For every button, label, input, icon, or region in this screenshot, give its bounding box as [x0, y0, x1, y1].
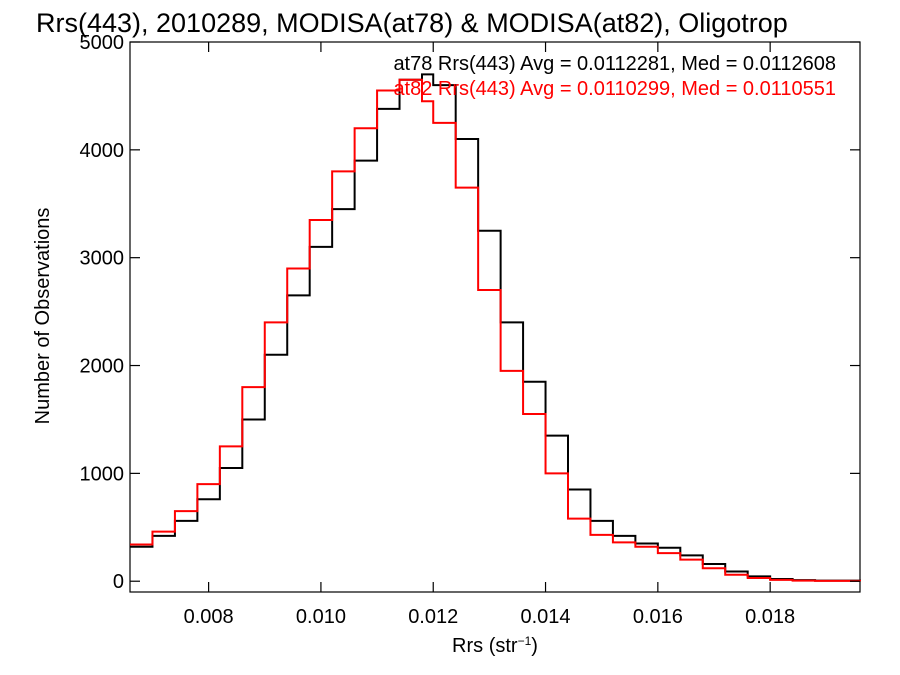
chart-title: Rrs(443), 2010289, MODISA(at78) & MODISA… [36, 8, 788, 38]
y-axis-label: Number of Observations [32, 208, 54, 425]
x-tick-label-1: 0.010 [296, 606, 346, 628]
x-tick-label-0: 0.008 [184, 606, 234, 628]
series-group [130, 73, 861, 582]
y-tick-label-1: 1000 [80, 463, 125, 485]
legend-entry-1: at82 Rrs(443) Avg = 0.0110299, Med = 0.0… [393, 78, 836, 100]
x-axis-label-suffix: ) [531, 635, 538, 657]
x-tick-label-2: 0.012 [408, 606, 458, 628]
x-axis-label-prefix: Rrs (str [452, 635, 518, 657]
y-tick-label-0: 0 [113, 571, 124, 593]
y-tick-label-4: 4000 [80, 140, 125, 162]
axes-group: 0.008 0.010 0.012 0.014 0.016 0.018 0 1000 2000 3… [80, 32, 860, 628]
x-tick-label-5: 0.018 [745, 606, 795, 628]
x-tick-label-3: 0.014 [521, 606, 571, 628]
plot-frame [129, 41, 861, 593]
legend-group: at78 Rrs(443) Avg = 0.0112281, Med = 0.0… [393, 53, 836, 100]
y-tick-label-5: 5000 [80, 32, 125, 54]
x-axis-label: Rrs (str−1) [452, 634, 538, 657]
y-tick-label-3: 3000 [80, 248, 125, 270]
y-tick-label-2: 2000 [80, 356, 125, 378]
legend-entry-0: at78 Rrs(443) Avg = 0.0112281, Med = 0.0… [393, 53, 836, 75]
plot-area [129, 41, 861, 593]
x-tick-label-4: 0.016 [633, 606, 683, 628]
histogram-series-1 [130, 78, 861, 582]
x-axis-label-superscript: −1 [518, 634, 532, 648]
